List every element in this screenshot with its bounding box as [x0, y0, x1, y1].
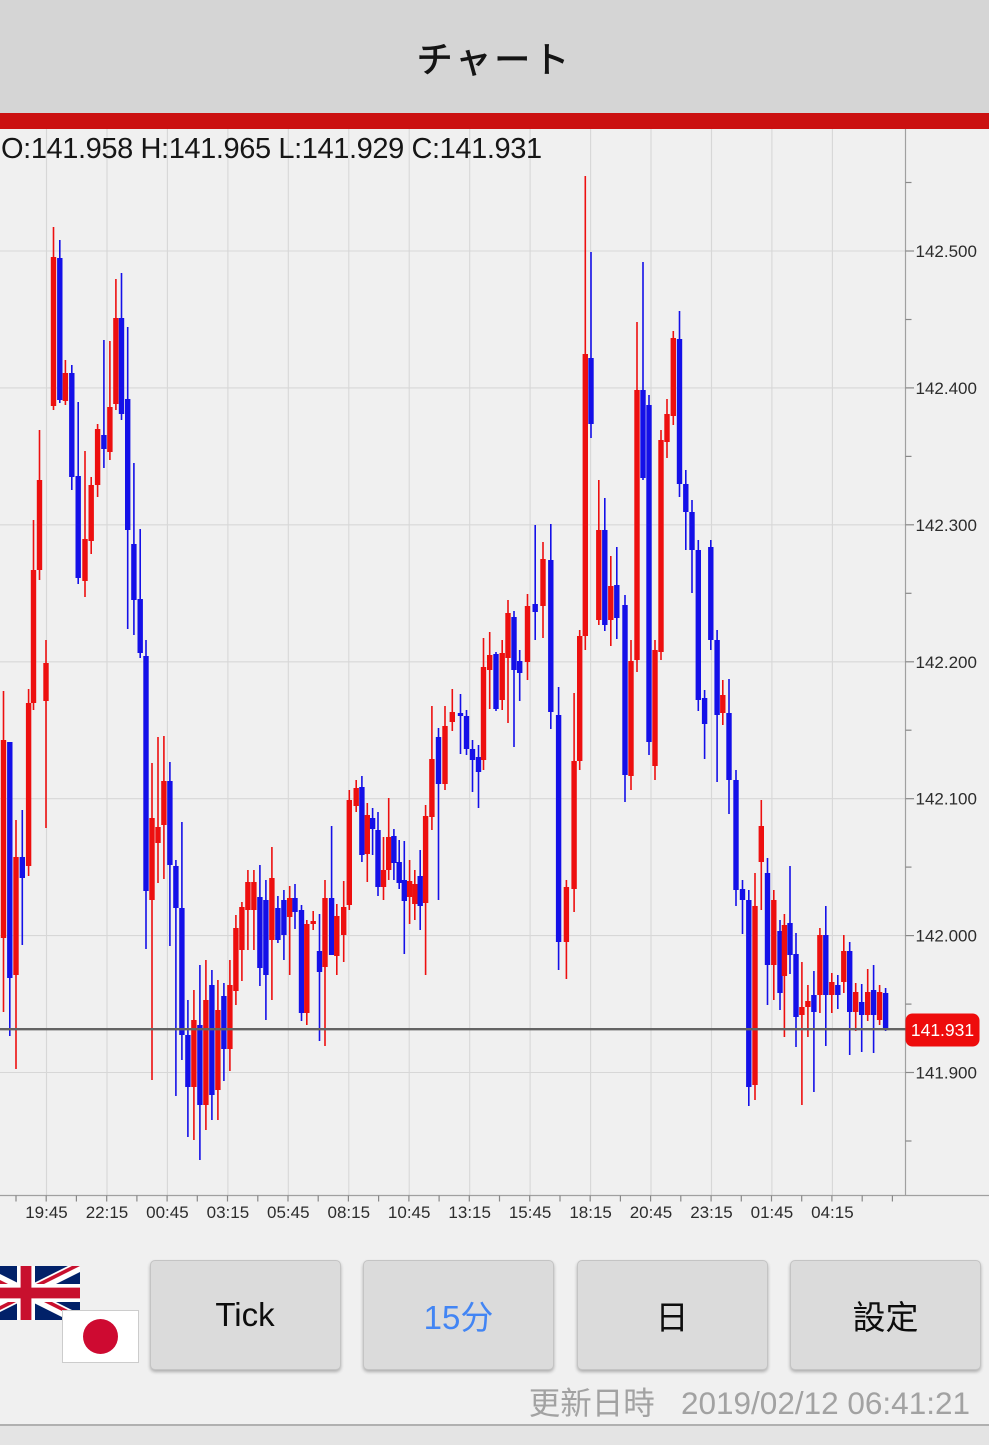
- svg-text:142.300: 142.300: [916, 516, 977, 535]
- svg-text:13:15: 13:15: [448, 1203, 491, 1222]
- svg-text:23:15: 23:15: [690, 1203, 733, 1222]
- svg-text:03:15: 03:15: [207, 1203, 250, 1222]
- svg-text:22:15: 22:15: [86, 1203, 129, 1222]
- svg-text:O:141.958 H:141.965 L:141.929: O:141.958 H:141.965 L:141.929 C:141.931: [1, 133, 542, 165]
- svg-text:00:45: 00:45: [146, 1203, 189, 1222]
- svg-text:142.500: 142.500: [916, 242, 977, 261]
- svg-text:142.200: 142.200: [916, 653, 977, 672]
- svg-text:142.400: 142.400: [916, 379, 977, 398]
- svg-text:141.900: 141.900: [916, 1064, 977, 1083]
- svg-text:08:15: 08:15: [328, 1203, 371, 1222]
- svg-text:142.100: 142.100: [916, 790, 977, 809]
- svg-text:04:15: 04:15: [811, 1203, 854, 1222]
- svg-text:19:45: 19:45: [25, 1203, 68, 1222]
- svg-text:141.931: 141.931: [911, 1020, 974, 1040]
- svg-text:01:45: 01:45: [751, 1203, 794, 1222]
- svg-text:18:15: 18:15: [569, 1203, 612, 1222]
- svg-text:20:45: 20:45: [630, 1203, 673, 1222]
- svg-text:142.000: 142.000: [916, 927, 977, 946]
- svg-text:05:45: 05:45: [267, 1203, 310, 1222]
- svg-text:15:45: 15:45: [509, 1203, 552, 1222]
- svg-text:10:45: 10:45: [388, 1203, 431, 1222]
